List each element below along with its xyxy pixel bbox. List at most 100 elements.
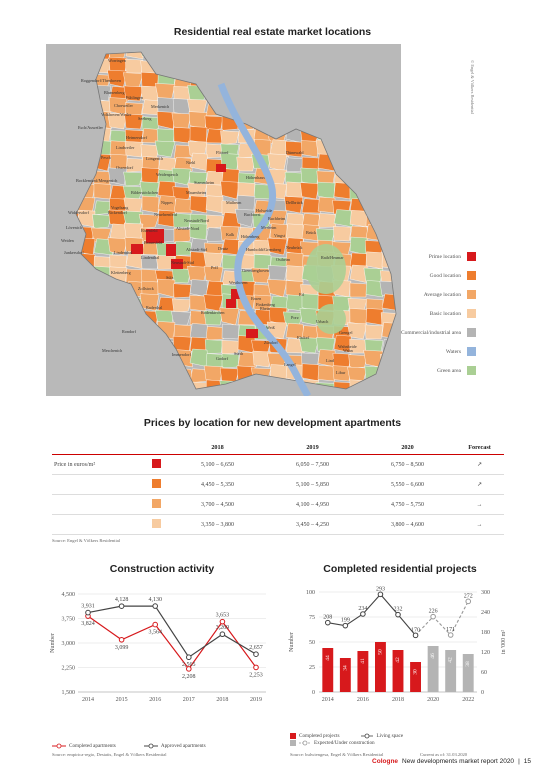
map-district [332, 353, 352, 368]
map-district [189, 195, 208, 214]
map-place-label: Gremberghoven [242, 268, 270, 273]
bar-label: 42 [395, 657, 401, 663]
map-place-label: Westhoven [229, 280, 248, 285]
y-axis-label-left: Number [289, 632, 295, 652]
map-place-label: Junkersdorf [64, 250, 84, 255]
data-point [152, 621, 158, 628]
map-district [349, 210, 368, 228]
data-point [118, 636, 125, 643]
map-place-label: Volkhoven/Weiler [101, 112, 132, 117]
map-district [125, 52, 144, 60]
living-space-label: 272 [464, 593, 473, 599]
map-place-label: Lövenich [66, 225, 83, 230]
map-place-label: Altstadt-Süd [186, 247, 208, 252]
price-2018: 5,100 – 6,650 [170, 454, 265, 475]
price-2019: 5,100 – 5,850 [265, 474, 360, 495]
map-legend-label: Basic location [429, 310, 461, 317]
price-row: Price in euros/m² 5,100 – 6,650 6,050 – 7,… [52, 454, 504, 475]
map-district [156, 128, 176, 144]
map-place-label: Immendorf [172, 352, 191, 357]
map-place-label: Nippes [161, 200, 173, 205]
price-row-swatch [142, 474, 170, 495]
col-2018: 2018 [170, 441, 265, 455]
y-tick-label-right: 0 [481, 690, 484, 696]
map-place-label: Vogelsang [111, 205, 129, 210]
projects-legend: Completed projects Living space Expected… [290, 733, 510, 746]
map-district [171, 268, 192, 284]
map-place-label: Lind [326, 358, 335, 363]
map-legend-label: Commercial/industrial area [400, 329, 461, 336]
map-legend-item: Average location [424, 290, 476, 299]
map-place-label: Sürth [234, 351, 244, 356]
living-space-label: 234 [358, 606, 367, 612]
bar-label: 38 [465, 661, 471, 667]
map-place-label: Blumenberg [104, 90, 126, 95]
map-prime-patch [226, 299, 236, 308]
map-district [269, 223, 288, 242]
footer-city: Cologne [372, 758, 399, 765]
series-line [87, 605, 257, 659]
y-tick-label-right: 300 [481, 590, 490, 596]
map-place-label: Mauenheim [186, 190, 207, 195]
price-row-swatch [142, 514, 170, 535]
map-place-label: Buchheim [268, 216, 286, 221]
map-place-label: Pesch [101, 155, 112, 160]
x-tick-label: 2020 [427, 697, 439, 703]
living-space-point [342, 622, 349, 629]
y-tick-label-right: 60 [481, 670, 487, 676]
price-row-swatch [142, 454, 170, 475]
map-legend-swatch [467, 328, 476, 337]
map-place-label: Sülz [166, 275, 174, 280]
map-district [173, 198, 193, 214]
rhine-river [217, 82, 312, 398]
living-space-point [360, 611, 366, 617]
data-point [253, 651, 259, 658]
construction-chart: 4,500 3,750 3,000 2,250 1,500 2014 2015 2016 201… [44, 580, 276, 728]
y-tick-label: 3,000 [62, 641, 76, 647]
map-place-label: Klettenberg [111, 270, 132, 275]
price-2018: 3,350 – 3,800 [170, 514, 265, 535]
page-footer: Cologne New developments market report 2… [372, 758, 531, 765]
map-place-label: Flittard [216, 150, 229, 155]
bar-label: 50 [377, 649, 383, 655]
map-district [92, 214, 112, 229]
map-place-label: Lindweiler [116, 145, 135, 150]
map-place-label: Ossendorf [116, 165, 134, 170]
map-place-label: Bocklemünd/Mengenich [76, 178, 118, 183]
map-district [333, 226, 352, 242]
map-district [173, 283, 192, 298]
map-district [172, 186, 192, 201]
footer-separator: | [518, 758, 520, 765]
data-label: 4,130 [148, 597, 162, 603]
price-row: 4,450 – 5,350 5,100 – 5,850 5,550 – 6,600 ↗ [52, 474, 504, 495]
x-tick-label: 2016 [149, 697, 161, 703]
map-district [173, 127, 192, 144]
map-district [347, 322, 368, 340]
map-district [108, 167, 128, 186]
living-space-label: 293 [376, 586, 385, 592]
map-district [156, 111, 176, 130]
map-district [220, 181, 240, 200]
map-district [237, 351, 257, 368]
bar [445, 650, 457, 692]
map-district [157, 278, 176, 298]
map-district [171, 298, 192, 314]
data-label: 3,099 [115, 645, 129, 651]
map-legend-swatch [467, 347, 476, 356]
series-line [87, 615, 257, 670]
bar [410, 662, 421, 692]
map-place-label: Wahnheide [338, 344, 357, 349]
living-space-point [447, 632, 454, 638]
map-district [365, 251, 384, 270]
map-place-label: Rondorf [122, 329, 137, 334]
bar [375, 642, 386, 692]
price-row-swatch [142, 494, 170, 515]
map-prime-patch [166, 244, 176, 256]
map-district [203, 310, 224, 326]
map-place-label: Niehl [186, 160, 196, 165]
projects-chart: 100 75 50 25 0 300 240 180 120 60 0 44 34 41 50 42 30 46 4… [283, 580, 513, 710]
bar-label: 30 [413, 669, 419, 675]
forecast-arrow-icon: → [455, 494, 504, 515]
map-district [157, 195, 177, 214]
price-2019: 6,050 – 7,500 [265, 454, 360, 475]
